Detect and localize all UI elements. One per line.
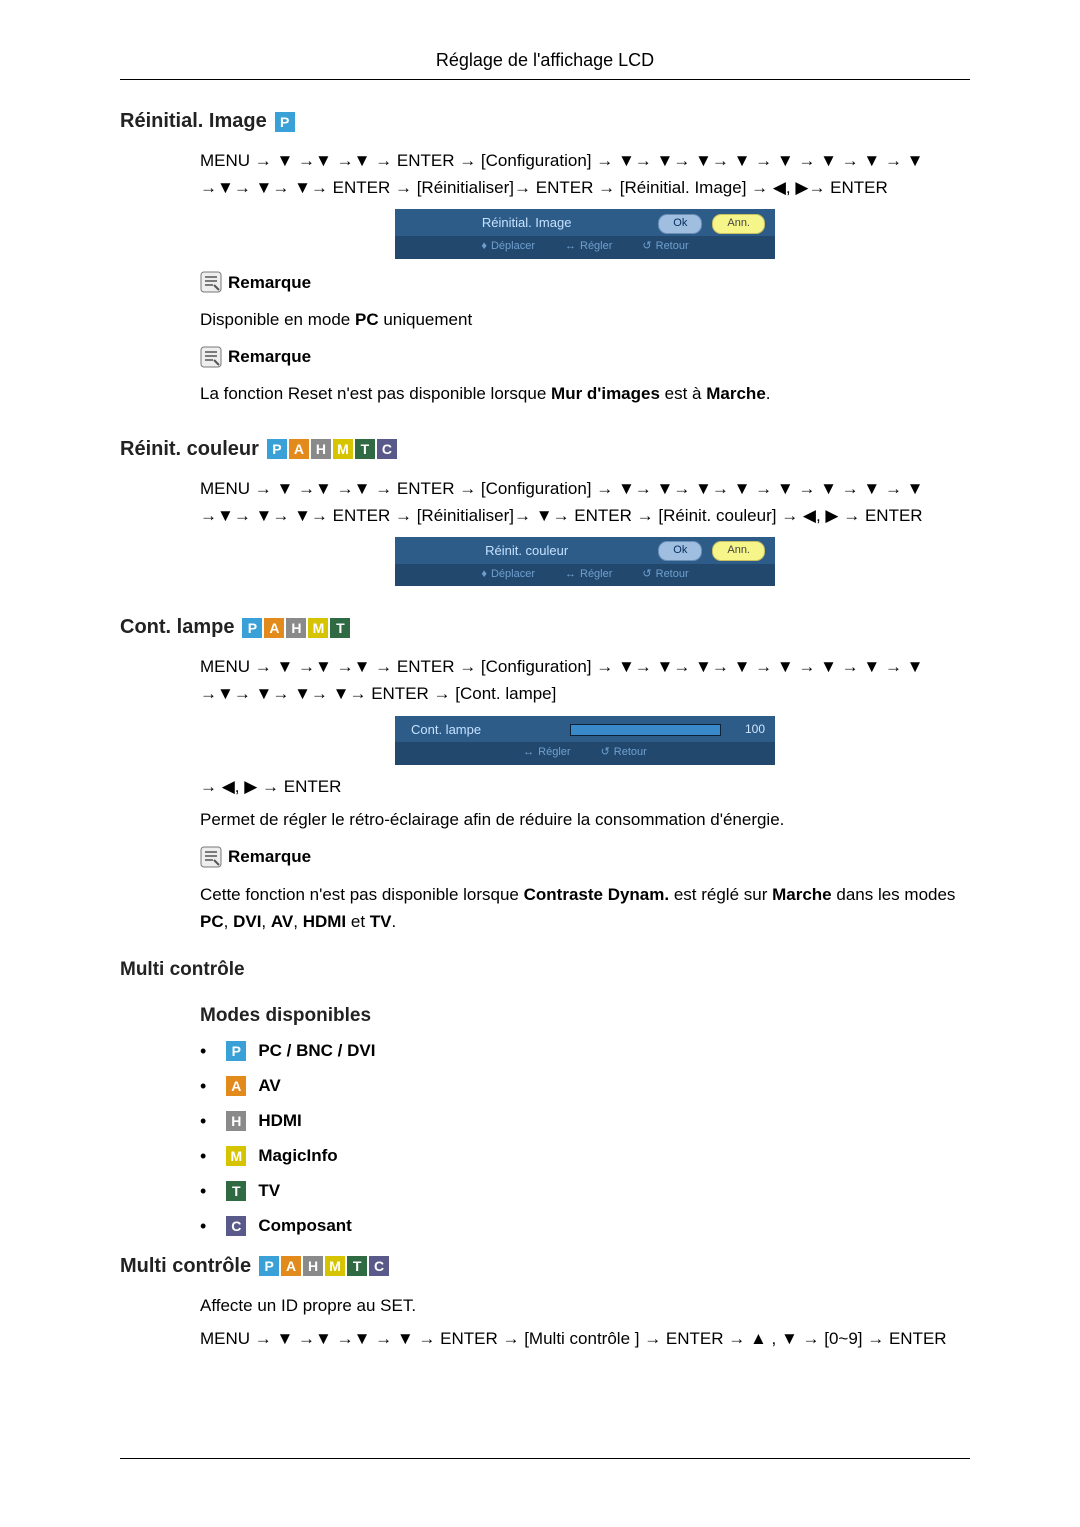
- subheading-modes: Modes disponibles: [200, 1005, 970, 1027]
- osd-retour-icon: ↺ Retour: [601, 744, 647, 762]
- heading-text: Cont. lampe: [120, 616, 234, 639]
- heading-reinit-couleur: Réinit. couleur PAHMTC: [120, 438, 970, 461]
- heading-multi-controle: Multi contrôle: [120, 959, 970, 981]
- header-title: Réglage de l'affichage LCD: [120, 50, 970, 71]
- note-icon: [200, 271, 222, 293]
- badge-m: M: [325, 1256, 345, 1276]
- mode-item-composant: CComposant: [200, 1216, 970, 1237]
- post-path: → ◀, ▶ → ENTER: [200, 773, 970, 800]
- badge-a: A: [289, 439, 309, 459]
- badge-row: P: [275, 112, 297, 132]
- rule-bottom: [120, 1458, 970, 1459]
- osd-title: Cont. lampe: [405, 720, 560, 741]
- badge-a: A: [226, 1076, 246, 1096]
- note-body: Disponible en mode PC uniquement: [200, 306, 970, 333]
- osd-regler-icon: ↔ Régler: [523, 744, 570, 762]
- nav-path: MENU → ▼ →▼ →▼ → ▼ → ENTER → [Multi cont…: [200, 1325, 970, 1352]
- slider-track[interactable]: [570, 724, 721, 736]
- note-row: Remarque: [200, 843, 970, 870]
- heading-cont-lampe: Cont. lampe PAHMT: [120, 616, 970, 639]
- osd-ok-button[interactable]: Ok: [658, 214, 702, 234]
- badge-p: P: [242, 618, 262, 638]
- note-row: Remarque: [200, 269, 970, 296]
- badge-c: C: [377, 439, 397, 459]
- mode-item-magicinfo: MMagicInfo: [200, 1146, 970, 1167]
- osd-footer: ♦ Déplacer ↔ Régler ↺ Retour: [395, 564, 775, 587]
- badge-row: PAHMT: [242, 618, 352, 638]
- badge-t: T: [330, 618, 350, 638]
- osd-retour-icon: ↺ Retour: [642, 238, 688, 256]
- nav-path: MENU → ▼ →▼ →▼ → ENTER → [Configuration]…: [200, 147, 970, 201]
- badge-row: PAHMTC: [259, 1256, 391, 1276]
- mode-item-pc: PPC / BNC / DVI: [200, 1041, 970, 1062]
- heading-reinit-image: Réinitial. Image P: [120, 110, 970, 133]
- osd-reinit-image: Réinitial. Image Ok Ann. ♦ Déplacer ↔ Ré…: [395, 209, 775, 258]
- nav-path: MENU → ▼ →▼ →▼ → ENTER → [Configuration]…: [200, 653, 970, 707]
- osd-regler-icon: ↔ Régler: [565, 238, 612, 256]
- badge-row: PAHMTC: [267, 439, 399, 459]
- badge-a: A: [281, 1256, 301, 1276]
- slider-fill: [571, 725, 720, 735]
- badge-h: H: [226, 1111, 246, 1131]
- osd-retour-icon: ↺ Retour: [642, 566, 688, 584]
- mode-item-av: AAV: [200, 1076, 970, 1097]
- nav-path: MENU → ▼ →▼ →▼ → ENTER → [Configuration]…: [200, 475, 970, 529]
- badge-m: M: [308, 618, 328, 638]
- osd-ann-button[interactable]: Ann.: [712, 214, 765, 234]
- badge-h: H: [286, 618, 306, 638]
- heading-text: Multi contrôle: [120, 1255, 251, 1278]
- badge-c: C: [226, 1216, 246, 1236]
- badge-t: T: [347, 1256, 367, 1276]
- mode-item-hdmi: HHDMI: [200, 1111, 970, 1132]
- osd-ann-button[interactable]: Ann.: [712, 541, 765, 561]
- desc: Affecte un ID propre au SET.: [200, 1292, 970, 1319]
- heading-text: Réinit. couleur: [120, 438, 259, 461]
- badge-p: P: [275, 112, 295, 132]
- heading-text: Réinitial. Image: [120, 110, 267, 133]
- note-label: Remarque: [228, 843, 311, 870]
- badge-p: P: [226, 1041, 246, 1061]
- osd-regler-icon: ↔ Régler: [565, 566, 612, 584]
- osd-deplacer-icon: ♦ Déplacer: [481, 238, 535, 256]
- slider-value: 100: [731, 720, 765, 739]
- osd-cont-lampe: Cont. lampe 100 ↔ Régler ↺ Retour: [395, 716, 775, 765]
- osd-title: Réinit. couleur: [405, 541, 648, 562]
- badge-c: C: [369, 1256, 389, 1276]
- note-body: La fonction Reset n'est pas disponible l…: [200, 380, 970, 407]
- note-body: Cette fonction n'est pas disponible lors…: [200, 881, 970, 935]
- mode-item-tv: TTV: [200, 1181, 970, 1202]
- note-label: Remarque: [228, 269, 311, 296]
- osd-deplacer-icon: ♦ Déplacer: [481, 566, 535, 584]
- badge-m: M: [226, 1146, 246, 1166]
- osd-footer: ↔ Régler ↺ Retour: [395, 742, 775, 765]
- note-label: Remarque: [228, 343, 311, 370]
- badge-h: H: [311, 439, 331, 459]
- badge-t: T: [355, 439, 375, 459]
- osd-title: Réinitial. Image: [405, 213, 648, 234]
- modes-list: PPC / BNC / DVI AAV HHDMI MMagicInfo TTV…: [200, 1041, 970, 1237]
- badge-m: M: [333, 439, 353, 459]
- badge-h: H: [303, 1256, 323, 1276]
- heading-multi-controle-2: Multi contrôle PAHMTC: [120, 1255, 970, 1278]
- badge-t: T: [226, 1181, 246, 1201]
- osd-reinit-couleur: Réinit. couleur Ok Ann. ♦ Déplacer ↔ Rég…: [395, 537, 775, 586]
- osd-footer: ♦ Déplacer ↔ Régler ↺ Retour: [395, 236, 775, 259]
- rule-top: [120, 79, 970, 80]
- desc: Permet de régler le rétro-éclairage afin…: [200, 806, 970, 833]
- note-icon: [200, 346, 222, 368]
- note-icon: [200, 846, 222, 868]
- badge-a: A: [264, 618, 284, 638]
- osd-ok-button[interactable]: Ok: [658, 541, 702, 561]
- note-row: Remarque: [200, 343, 970, 370]
- badge-p: P: [267, 439, 287, 459]
- badge-p: P: [259, 1256, 279, 1276]
